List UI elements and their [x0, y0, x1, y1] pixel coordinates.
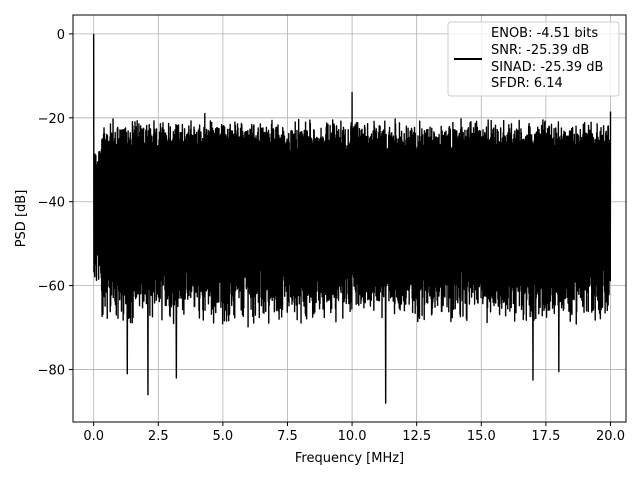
- x-tick-label: 2.5: [148, 429, 169, 444]
- x-tick-label: 5.0: [213, 429, 234, 444]
- legend-sinad: SINAD: -25.39 dB: [491, 60, 603, 75]
- y-tick-label: −60: [38, 280, 65, 295]
- x-ticks: 0.0 2.5 5.0 7.5 10.0 12.5 15.0 17.5 20.0: [83, 422, 625, 444]
- legend-enob: ENOB: -4.51 bits: [491, 26, 598, 41]
- x-tick-label: 20.0: [596, 429, 625, 444]
- y-ticks: 0 −20 −40 −60 −80: [38, 28, 73, 379]
- legend-snr: SNR: -25.39 dB: [491, 43, 589, 58]
- series-layer: [92, 33, 612, 404]
- x-tick-label: 10.0: [338, 429, 367, 444]
- y-axis-label: PSD [dB]: [14, 190, 29, 248]
- legend-sfdr: SFDR: 6.14: [491, 76, 563, 91]
- y-tick-label: −80: [38, 364, 65, 379]
- y-tick-label: −20: [38, 112, 65, 127]
- x-tick-label: 17.5: [531, 429, 560, 444]
- axes-frame: [72, 14, 627, 423]
- x-tick-label: 15.0: [467, 429, 496, 444]
- x-tick-label: 0.0: [83, 429, 104, 444]
- x-tick-label: 7.5: [277, 429, 298, 444]
- psd-series-line: [92, 33, 612, 404]
- x-axis-label: Frequency [MHz]: [295, 451, 404, 466]
- legend-box: [447, 21, 620, 97]
- legend: ENOB: -4.51 bits SNR: -25.39 dB SINAD: -…: [447, 21, 620, 97]
- x-tick-label: 12.5: [402, 429, 431, 444]
- y-tick-label: 0: [57, 28, 65, 43]
- y-tick-label: −40: [38, 196, 65, 211]
